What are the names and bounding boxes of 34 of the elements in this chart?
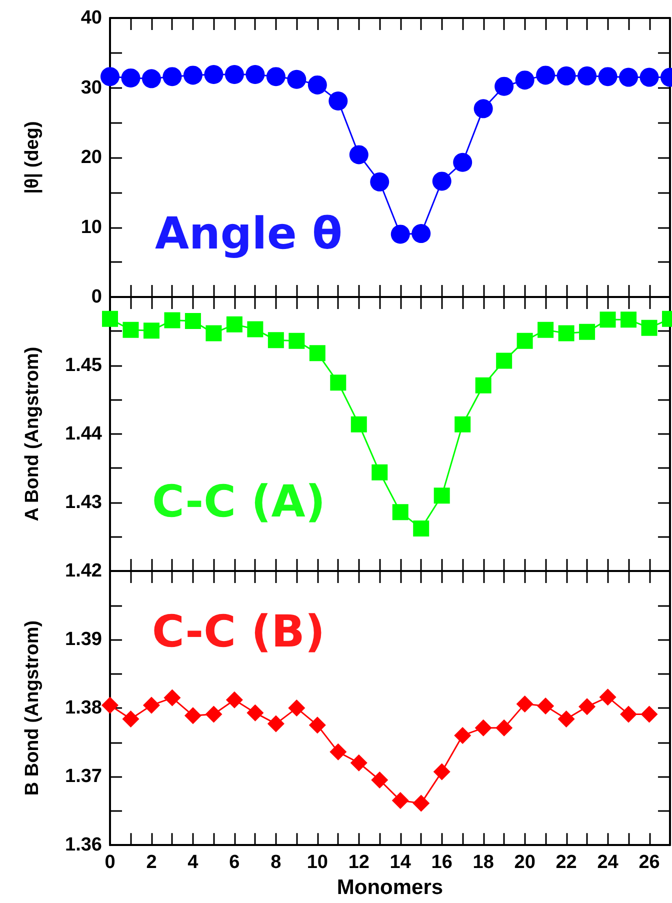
x-tick-label: 22 <box>556 852 577 874</box>
y-tick-label: 1.43 <box>65 492 102 513</box>
y-tick-label: 1.42 <box>65 560 102 582</box>
y-axis-title: B Bond (Angstrom) <box>22 620 43 796</box>
x-tick-label: 20 <box>514 852 536 874</box>
y-tick-label: 1.39 <box>65 629 102 650</box>
y-tick-label: 40 <box>80 8 102 28</box>
x-tick-label: 4 <box>188 852 199 874</box>
x-tick-label: 24 <box>597 852 619 874</box>
x-tick-label: 14 <box>390 852 412 874</box>
x-axis-title: Monomers <box>336 876 444 899</box>
annotation: C-C (A) <box>152 476 326 528</box>
y-tick-label: 1.37 <box>65 766 102 788</box>
x-tick-label: 10 <box>306 852 328 874</box>
y-tick-label: 20 <box>80 147 102 168</box>
y-tick-label: 0 <box>91 286 102 308</box>
x-tick-label: 8 <box>270 852 282 874</box>
y-tick-label: 1.45 <box>65 355 102 376</box>
y-tick-label: 10 <box>80 216 102 238</box>
y-tick-label: 1.44 <box>65 424 102 444</box>
annotation: Angle θ <box>155 208 342 260</box>
x-tick-label: 18 <box>472 852 494 874</box>
x-tick-label: 26 <box>638 852 660 874</box>
x-tick-label: 16 <box>431 852 452 874</box>
y-tick-label: 30 <box>80 77 102 98</box>
x-tick-label: 12 <box>348 852 370 874</box>
x-tick-label: 6 <box>229 852 240 874</box>
x-tick-label: 2 <box>146 852 157 874</box>
y-tick-label: 1.38 <box>65 698 102 719</box>
y-tick-label: 1.36 <box>65 834 102 856</box>
y-axis-title: |θ| (deg) <box>22 121 43 194</box>
y-axis-title: A Bond (Angstrom) <box>22 346 43 522</box>
annotation: C-C (B) <box>152 606 325 658</box>
x-tick-label: 0 <box>104 852 116 874</box>
